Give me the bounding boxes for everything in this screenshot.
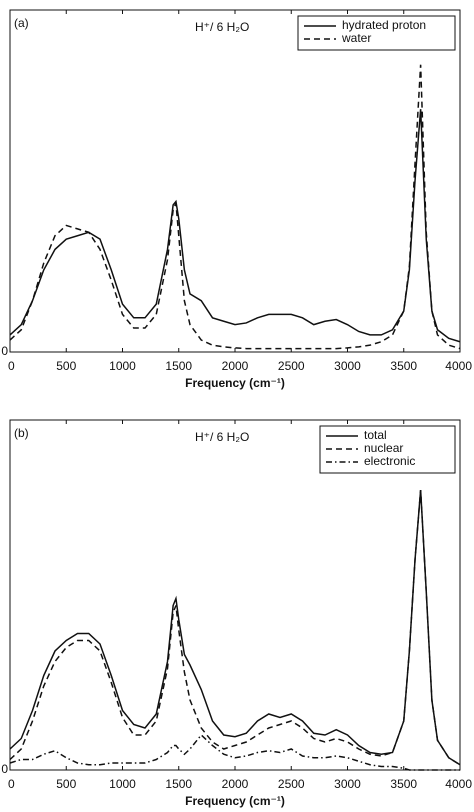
annotation: H⁺/ 6 H₂O — [195, 20, 249, 34]
x-tick-label: 0 — [8, 359, 15, 373]
x-tick-label: 500 — [56, 359, 76, 373]
series-line — [9, 109, 461, 343]
x-tick-label: 3500 — [390, 359, 417, 373]
x-tick-label: 2500 — [278, 777, 305, 791]
legend-label: total — [364, 428, 387, 442]
series-line — [9, 64, 461, 350]
x-tick-label: 3000 — [334, 777, 361, 791]
series-line — [9, 733, 460, 771]
x-tick-label: 3500 — [390, 777, 417, 791]
y-tick-label: 0 — [1, 762, 8, 776]
legend-label: water — [341, 31, 371, 45]
x-axis-label: Frequency (cm⁻¹) — [185, 794, 285, 808]
legend-label: hydrated proton — [342, 18, 426, 32]
legend-box — [319, 425, 456, 474]
x-tick-label: 2500 — [278, 359, 305, 373]
x-tick-label: 0 — [8, 777, 15, 791]
y-tick-label: 0 — [1, 344, 8, 358]
plot-frame — [9, 9, 461, 353]
x-tick-label: 1000 — [109, 777, 136, 791]
x-tick-label: 4000 — [445, 777, 472, 791]
series-line — [9, 489, 461, 766]
x-tick-label: 2000 — [222, 777, 249, 791]
panel-label: (a) — [14, 16, 29, 30]
legend-box — [297, 15, 456, 51]
x-axis-label: Frequency (cm⁻¹) — [185, 376, 285, 390]
x-tick-label: 500 — [56, 777, 76, 791]
annotation: H⁺/ 6 H₂O — [195, 430, 249, 444]
x-tick-label: 1500 — [165, 777, 192, 791]
x-tick-label: 2000 — [222, 359, 249, 373]
x-tick-label: 3000 — [334, 359, 361, 373]
panel-label: (b) — [14, 426, 29, 440]
x-tick-label: 4000 — [445, 359, 472, 373]
legend-label: nuclear — [364, 441, 403, 455]
x-tick-label: 1500 — [165, 359, 192, 373]
x-tick-label: 1000 — [109, 359, 136, 373]
series-line — [9, 489, 461, 766]
legend-label: electronic — [364, 454, 415, 468]
